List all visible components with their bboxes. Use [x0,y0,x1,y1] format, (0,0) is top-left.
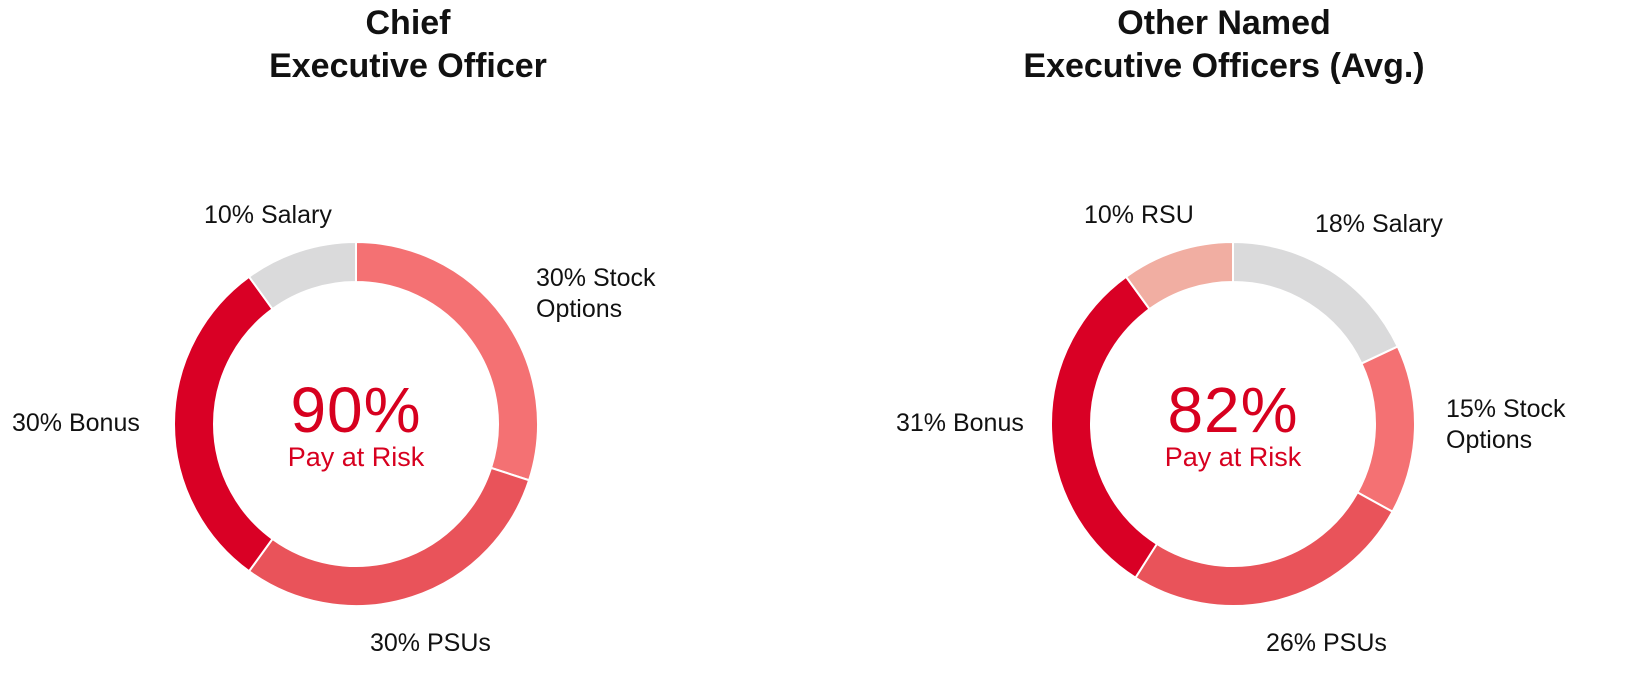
slice-label-salary: 10% Salary [204,201,332,229]
chart-title: Other Named Executive Officers (Avg.) [816,2,1632,88]
slice-label-bonus: 30% Bonus [12,409,140,437]
neo-chart-panel: Other Named Executive Officers (Avg.) 82… [816,0,1632,692]
title-line-2: Executive Officer [269,47,547,85]
title-line-1: Chief [365,4,451,42]
title-line-1: Other Named [1117,4,1331,42]
pay-at-risk-value: 90% [290,374,422,446]
slice-label-stock-options: 30% Stock Options [536,264,656,323]
slice-label-rsu: 10% RSU [1084,201,1194,229]
donut-slice-salary [1232,240,1400,365]
ceo-chart-panel: Chief Executive Officer 90% Pay at Risk … [0,2,816,657]
slice-label-bonus: 31% Bonus [896,409,1024,437]
slice-label-psus: 26% PSUs [1266,629,1387,657]
pay-at-risk-value: 82% [1167,374,1299,446]
slice-label-stock-options: 15% Stock Options [1446,395,1566,454]
chart-title: Chief Executive Officer [0,2,816,88]
donut-slice-psus [247,466,531,607]
slice-label-psus: 30% PSUs [370,629,491,657]
donut-slice-rsu [1124,240,1234,311]
pay-at-risk-caption: Pay at Risk [1164,442,1302,472]
pay-at-risk-caption: Pay at Risk [287,442,425,472]
donut-slice-psus [1134,491,1394,607]
slice-label-salary: 18% Salary [1315,210,1443,238]
donut-slice-salary [247,240,357,311]
donut-chart [173,240,539,607]
donut-chart [1050,240,1416,607]
title-line-2: Executive Officers (Avg.) [1023,47,1425,85]
